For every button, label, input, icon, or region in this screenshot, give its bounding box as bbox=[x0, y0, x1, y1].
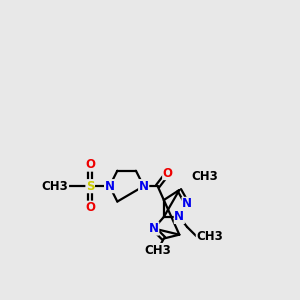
Text: CH3: CH3 bbox=[191, 170, 218, 183]
Text: N: N bbox=[182, 197, 192, 210]
Text: O: O bbox=[85, 201, 95, 214]
Text: CH3: CH3 bbox=[196, 230, 223, 243]
Text: N: N bbox=[139, 180, 149, 193]
Text: CH3: CH3 bbox=[144, 244, 171, 256]
Text: N: N bbox=[174, 211, 184, 224]
Text: O: O bbox=[163, 167, 173, 180]
Text: S: S bbox=[86, 180, 94, 193]
Text: N: N bbox=[149, 222, 159, 235]
Text: O: O bbox=[85, 158, 95, 171]
Text: CH3: CH3 bbox=[42, 180, 68, 193]
Text: N: N bbox=[105, 180, 115, 193]
